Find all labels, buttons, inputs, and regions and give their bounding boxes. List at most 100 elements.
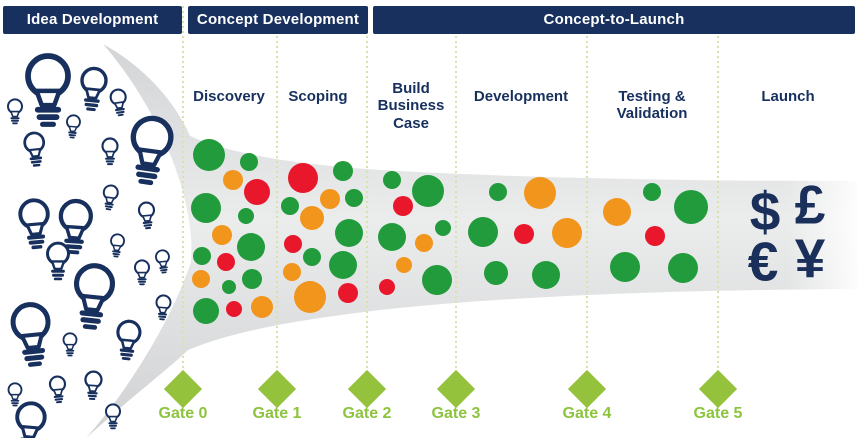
- project-dot: [668, 253, 698, 283]
- project-dot: [222, 280, 236, 294]
- light-bulb-icon: [101, 137, 119, 167]
- light-bulb-icon: [48, 374, 68, 405]
- project-dot: [415, 234, 433, 252]
- stage-label-testing-validation: Testing & Validation: [616, 88, 688, 123]
- gate-diamond: [257, 369, 297, 409]
- gate-label: Gate 4: [562, 405, 612, 422]
- project-dot: [379, 279, 395, 295]
- project-dot: [643, 183, 661, 201]
- light-bulb-icon: [17, 197, 53, 253]
- project-dot: [333, 161, 353, 181]
- project-dot: [335, 219, 363, 247]
- project-dot: [603, 198, 631, 226]
- project-dot: [223, 170, 243, 190]
- project-dot: [284, 235, 302, 253]
- light-bulb-icon: [64, 113, 82, 140]
- project-dot: [294, 281, 326, 313]
- stage-label-scoping: Scoping: [288, 88, 348, 105]
- gate-label: Gate 5: [693, 405, 743, 422]
- light-bulb-icon: [82, 369, 104, 402]
- light-bulb-icon: [12, 400, 48, 438]
- gate-diamond: [567, 369, 607, 409]
- currency-symbol-dollar: $: [749, 180, 781, 243]
- gate-diamond: [163, 369, 203, 409]
- project-dot: [242, 269, 262, 289]
- project-dot: [532, 261, 560, 289]
- project-dot: [238, 208, 254, 224]
- stage-label-launch: Launch: [761, 88, 815, 105]
- gate-label: Gate 1: [252, 405, 302, 422]
- project-dot: [484, 261, 508, 285]
- stage-label-discovery: Discovery: [193, 88, 265, 105]
- light-bulb-icon: [77, 65, 109, 114]
- project-dot: [393, 196, 413, 216]
- gate-diamond: [698, 369, 738, 409]
- project-dot: [468, 217, 498, 247]
- light-bulb-icon: [137, 200, 157, 231]
- light-bulb-icon: [22, 130, 48, 169]
- gate-diamond: [347, 369, 387, 409]
- project-dot: [524, 177, 556, 209]
- light-bulb-icon: [154, 248, 172, 275]
- light-bulb-icon: [7, 382, 23, 408]
- project-dot: [217, 253, 235, 271]
- project-dot: [193, 139, 225, 171]
- project-dot: [383, 171, 401, 189]
- project-dot: [435, 220, 451, 236]
- project-dot: [552, 218, 582, 248]
- project-dot: [378, 223, 406, 251]
- gate-diamond: [436, 369, 476, 409]
- project-dot: [244, 179, 270, 205]
- project-dot: [288, 163, 318, 193]
- project-dot: [193, 298, 219, 324]
- currency-symbol-pound: £: [794, 173, 826, 236]
- light-bulb-icon: [113, 318, 143, 363]
- project-dot: [281, 197, 299, 215]
- project-dot: [193, 247, 211, 265]
- light-bulb-icon: [134, 259, 150, 287]
- light-bulb-icon: [46, 241, 70, 282]
- light-bulb-icon: [105, 403, 121, 431]
- project-dot: [338, 283, 358, 303]
- light-bulb-icon: [127, 116, 173, 187]
- project-dot: [422, 265, 452, 295]
- project-dot: [674, 190, 708, 224]
- project-dot: [645, 226, 665, 246]
- project-dot: [489, 183, 507, 201]
- project-dot: [192, 270, 210, 288]
- stage-label-build-business-case: Build Business Case: [377, 80, 445, 132]
- project-dot: [212, 225, 232, 245]
- project-dot: [283, 263, 301, 281]
- currency-symbol-yen: ¥: [794, 227, 826, 290]
- project-dot: [300, 206, 324, 230]
- gate-label: Gate 3: [431, 405, 481, 422]
- project-dot: [303, 248, 321, 266]
- light-bulb-icon: [72, 264, 114, 331]
- project-dot: [191, 193, 221, 223]
- phase-header-idea-development: Idea Development: [3, 6, 182, 34]
- phase-header-concept-development: Concept Development: [188, 6, 368, 34]
- project-dot: [396, 257, 412, 273]
- project-dot: [320, 189, 340, 209]
- phase-header-concept-to-launch: Concept-to-Launch: [373, 6, 855, 34]
- project-dot: [251, 296, 273, 318]
- light-bulb-icon: [108, 87, 130, 119]
- project-dot: [237, 233, 265, 261]
- stage-label-development: Development: [473, 88, 569, 105]
- project-dot: [514, 224, 534, 244]
- project-dot: [412, 175, 444, 207]
- project-dot: [329, 251, 357, 279]
- funnel-right-fade: [788, 175, 860, 297]
- light-bulb-icon: [100, 183, 120, 213]
- gate-label: Gate 0: [158, 405, 208, 422]
- project-dot: [240, 153, 258, 171]
- project-dot: [610, 252, 640, 282]
- light-bulb-icon: [7, 98, 23, 126]
- light-bulb-icon: [11, 303, 52, 368]
- light-bulb-icon: [62, 332, 78, 358]
- currency-symbol-euro: €: [747, 230, 779, 293]
- project-dot: [345, 189, 363, 207]
- light-bulb-icon: [108, 232, 126, 259]
